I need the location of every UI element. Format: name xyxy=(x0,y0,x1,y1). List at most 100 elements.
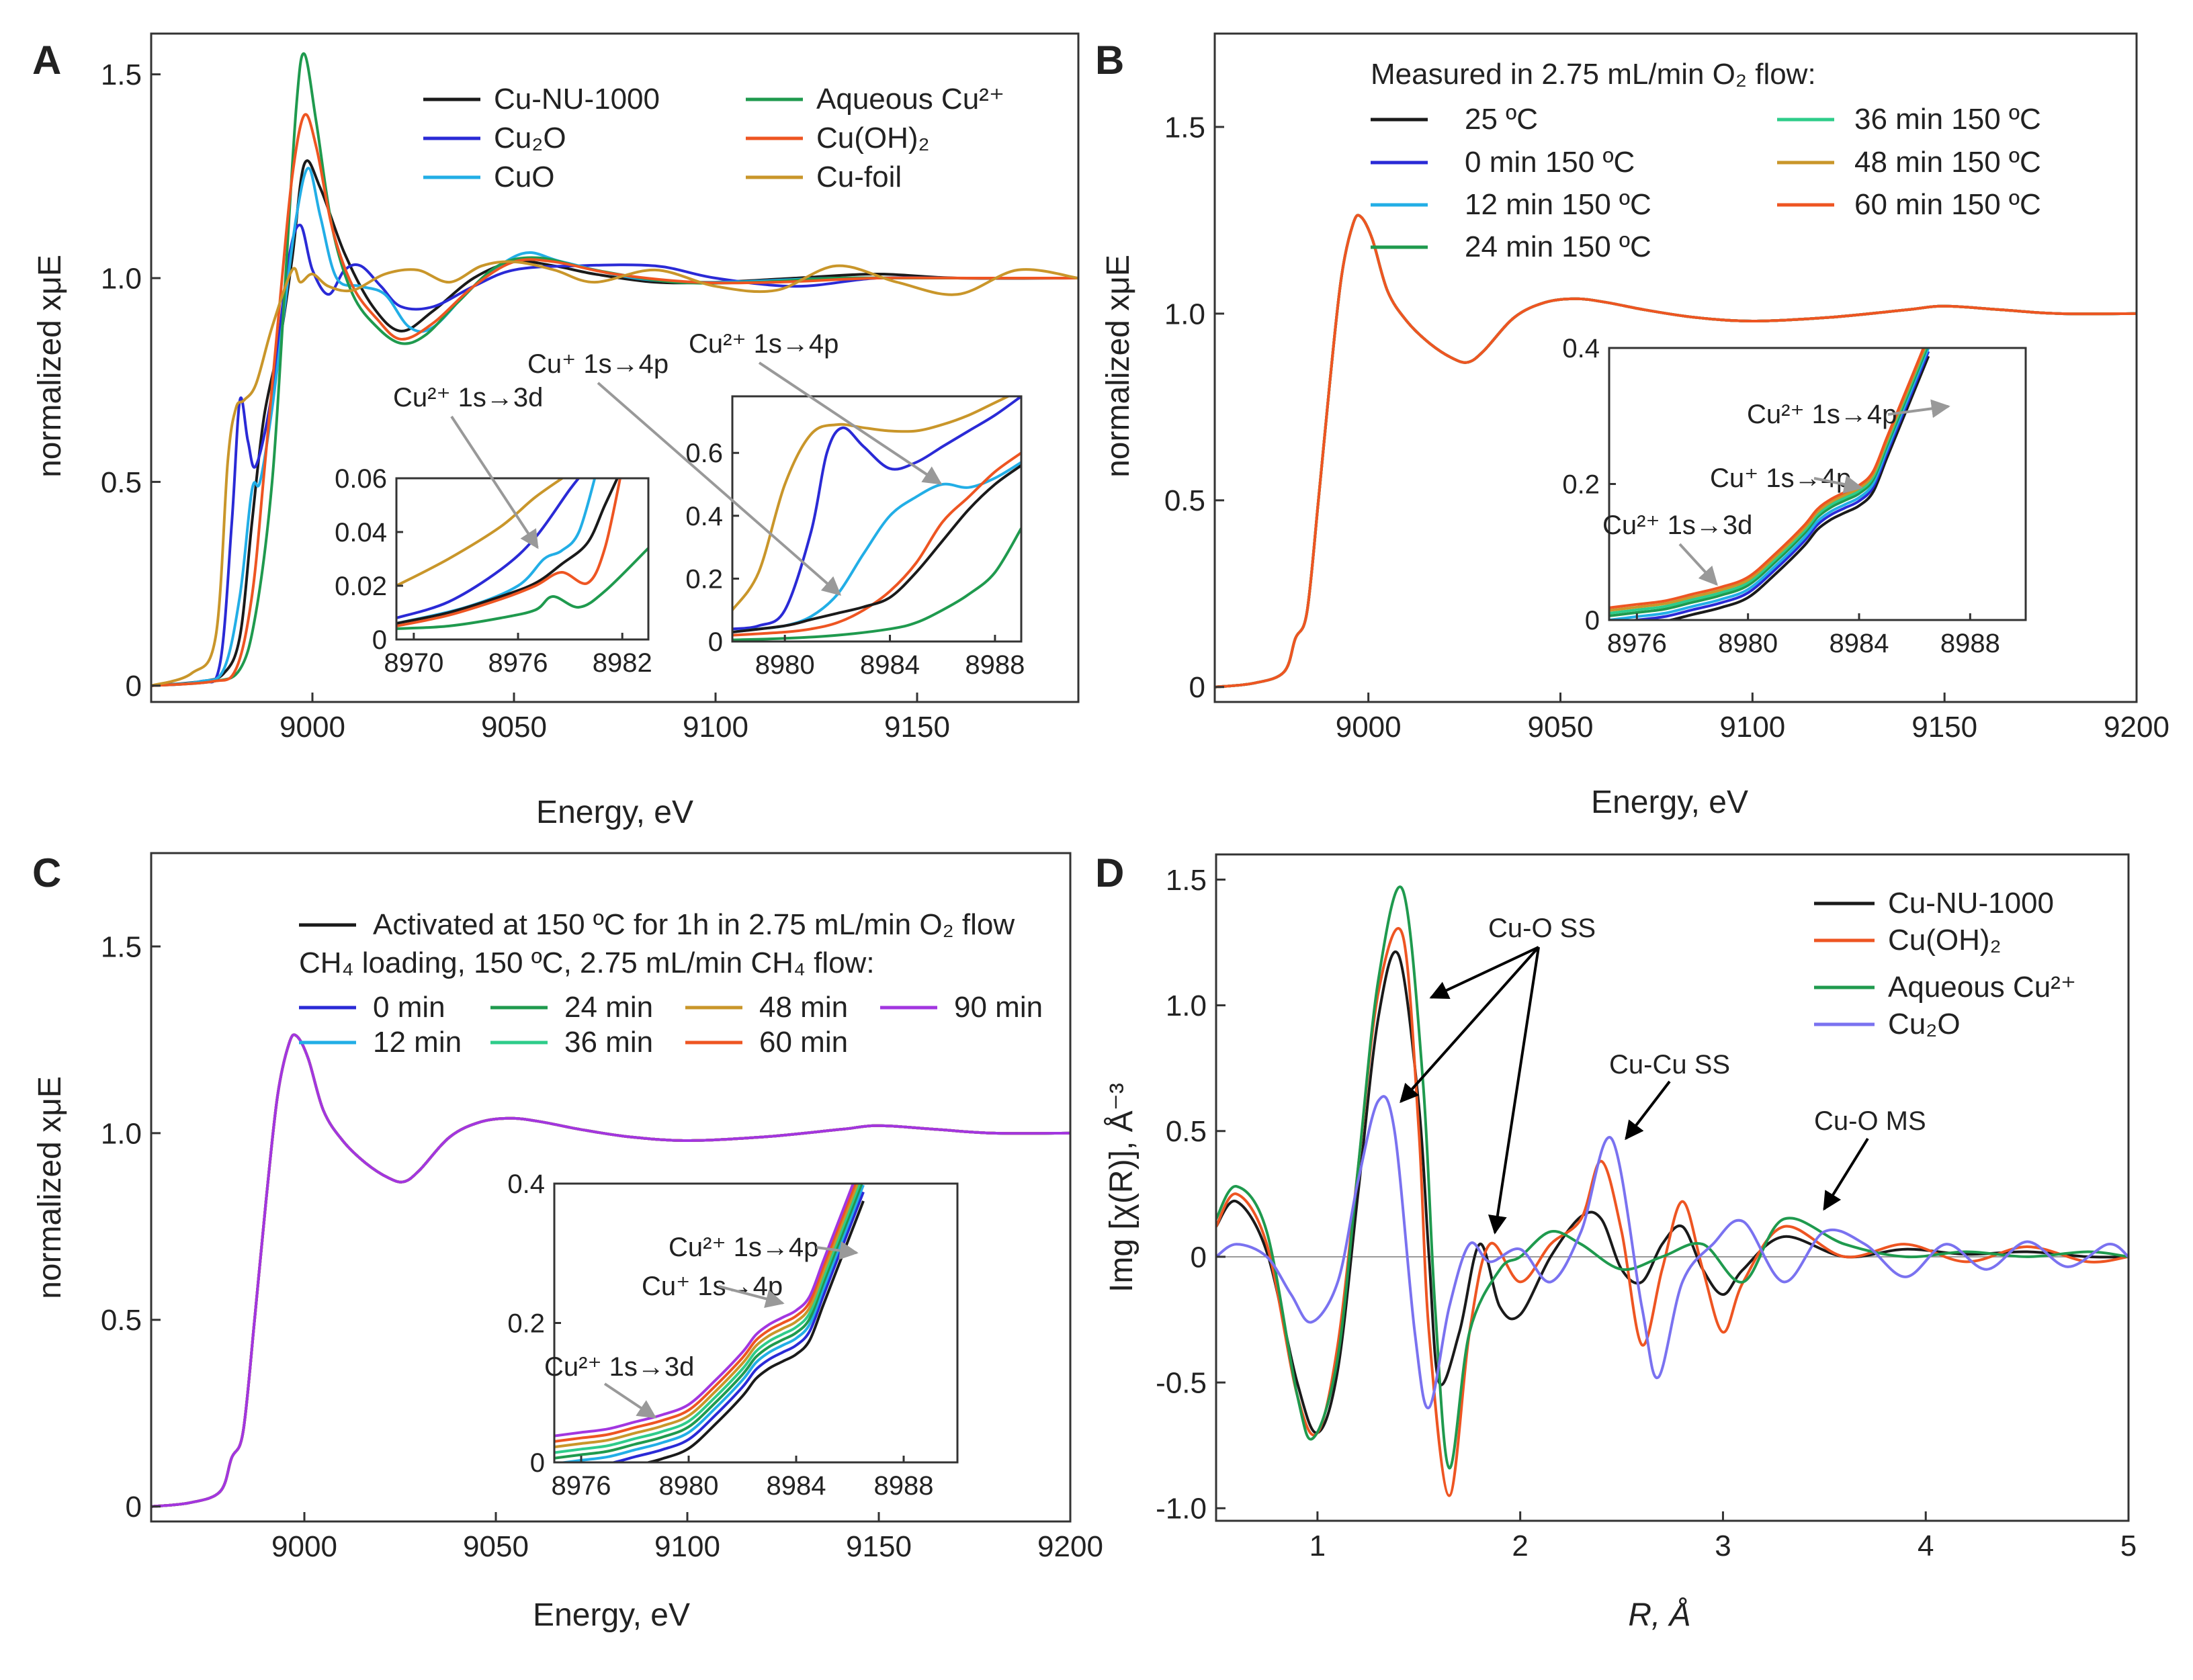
panel-b-annotations: Cu²⁺ 1s→3d Cu⁺ 1s→4p Cu²⁺ 1s→4p xyxy=(1602,399,1950,586)
annotation-arrow xyxy=(816,1241,859,1260)
annotation-cu2-1s4p: Cu²⁺ 1s→4p xyxy=(1747,400,1897,429)
y-tick-label: 0.4 xyxy=(1562,334,1600,363)
y-tick-label: 1.0 xyxy=(1166,989,1207,1022)
y-tick-label: 1.5 xyxy=(101,58,142,91)
x-tick-label: 8980 xyxy=(659,1471,719,1501)
x-tick-label: 9150 xyxy=(884,711,950,744)
plot-background xyxy=(1609,348,2026,620)
legend-label: 48 min 150 ºC xyxy=(1854,146,2041,179)
series-line xyxy=(554,1184,857,1443)
panel-a-letter: A xyxy=(32,38,61,83)
y-tick-label: 1.5 xyxy=(1164,111,1205,144)
plot-d: 1 2 3 4 5 -1.0 -0.5 0 0.5 1.0 1.5 xyxy=(1156,853,2137,1562)
series-line xyxy=(732,527,1021,642)
annotation-arrow xyxy=(1823,1137,1869,1211)
y-tick-label: 0.2 xyxy=(685,564,723,594)
series-line xyxy=(732,396,1021,631)
annotation-cu2-1s3d: Cu²⁺ 1s→3d xyxy=(393,383,543,412)
panel-b-legend-title: Measured in 2.75 mL/min O₂ flow: xyxy=(1371,58,1816,91)
series-line xyxy=(1609,348,1930,620)
y-tick-label: 0.06 xyxy=(335,464,387,494)
annotation-cu2-1s4p: Cu²⁺ 1s→4p xyxy=(669,1233,818,1262)
series-line xyxy=(151,1033,1070,1508)
plot-frame xyxy=(150,852,1072,1523)
y-tick-label: 0 xyxy=(1191,1241,1207,1274)
panel-c-ylabel: normalized xμE xyxy=(32,1076,68,1299)
panel-c-legend: Activated at 150 ºC for 1h in 2.75 mL/mi… xyxy=(299,908,1043,1059)
legend-label: Aqueous Cu²⁺ xyxy=(816,83,1004,116)
legend-label: Activated at 150 ºC for 1h in 2.75 mL/mi… xyxy=(373,908,1015,941)
series-line xyxy=(396,478,622,627)
series-line xyxy=(1216,885,2128,1470)
legend-label: 25 ºC xyxy=(1465,103,1538,136)
x-tick-label: 9150 xyxy=(846,1530,912,1563)
y-tick-label: -0.5 xyxy=(1156,1367,1207,1400)
series-line xyxy=(643,1200,865,1462)
annotation-cu2-1s3d: Cu²⁺ 1s→3d xyxy=(544,1352,694,1382)
series-line xyxy=(554,1184,859,1449)
annotation-arrow xyxy=(758,361,943,485)
legend-label: 48 min xyxy=(759,991,848,1024)
y-tick-label: 0 xyxy=(372,625,387,655)
legend-label: Cu(OH)₂ xyxy=(816,122,930,154)
y-tick-label: 0.4 xyxy=(507,1169,545,1199)
series-line xyxy=(554,1184,865,1462)
x-tick-label: 9050 xyxy=(1528,711,1594,744)
x-tick-label: 5 xyxy=(2120,1530,2137,1562)
x-tick-label: 9100 xyxy=(654,1530,720,1563)
annotation-arrow xyxy=(718,1285,785,1309)
inset-c1: 8976 8980 8984 8988 0 0.2 0.4 xyxy=(507,1169,959,1501)
panel-a-xlabel: Energy, eV xyxy=(536,795,693,830)
plot-frame xyxy=(731,395,1023,643)
panel-b-ylabel: normalized xμE xyxy=(1101,255,1136,478)
legend-label: 24 min 150 ºC xyxy=(1465,230,1651,263)
x-tick-label: 3 xyxy=(1715,1530,1731,1562)
y-tick-label: 1.0 xyxy=(101,262,142,295)
y-tick-label: 0 xyxy=(708,627,723,657)
legend-label: 12 min 150 ºC xyxy=(1465,188,1651,221)
plot-a: 9000 9050 9100 9150 0 0.5 1.0 1.5 xyxy=(101,32,1080,744)
plot-b: 9000 9050 9100 9150 9200 0 0.5 1.0 1.5 xyxy=(1164,32,2169,744)
panel-a-legend: Cu-NU-1000 Cu₂O CuO Aqueous Cu²⁺ Cu(OH)₂… xyxy=(423,83,1004,193)
x-tick-label: 1 xyxy=(1309,1530,1326,1562)
legend-label: 36 min xyxy=(564,1026,653,1059)
plot-frame xyxy=(1213,32,2138,703)
x-tick-label: 9150 xyxy=(1911,711,1977,744)
x-tick-label: 9100 xyxy=(683,711,748,744)
x-tick-label: 8988 xyxy=(965,650,1025,680)
legend-label: 60 min 150 ºC xyxy=(1854,188,2041,221)
panel-a-ylabel: normalized xμE xyxy=(32,255,68,478)
plot-frame xyxy=(1215,853,2130,1522)
x-tick-label: 9200 xyxy=(1037,1530,1103,1563)
series-line xyxy=(151,113,1078,687)
annotation-cu2-1s3d: Cu²⁺ 1s→3d xyxy=(1602,511,1752,540)
series-line xyxy=(732,396,1012,611)
series-group xyxy=(1216,885,2128,1497)
annotation-cu2-1s4p: Cu²⁺ 1s→4p xyxy=(689,329,838,359)
y-tick-label: 0.04 xyxy=(335,518,387,547)
legend-label: 90 min xyxy=(954,991,1043,1024)
y-tick-label: 0.5 xyxy=(101,1304,142,1337)
legend-label: 60 min xyxy=(759,1026,848,1059)
x-tick-label: 8970 xyxy=(384,648,443,678)
series-group xyxy=(151,1033,1070,1508)
y-tick-label: 1.0 xyxy=(1164,298,1205,330)
x-tick-label: 8988 xyxy=(874,1471,934,1501)
legend-label: Cu(OH)₂ xyxy=(1888,924,2002,957)
y-tick-label: 0.2 xyxy=(507,1309,545,1339)
series-line xyxy=(1609,348,1926,609)
annotation-arrow xyxy=(450,415,539,549)
annotation-cu1-1s4p: Cu⁺ 1s→4p xyxy=(527,349,669,379)
series-line xyxy=(1215,214,2137,689)
x-tick-label: 2 xyxy=(1512,1530,1528,1562)
legend-label: 36 min 150 ºC xyxy=(1854,103,2041,136)
y-tick-label: 1.0 xyxy=(101,1117,142,1150)
legend-label: Cu₂O xyxy=(1888,1008,1961,1041)
x-tick-label: 9200 xyxy=(2104,711,2169,744)
panel-b-letter: B xyxy=(1095,38,1124,83)
y-tick-label: 0 xyxy=(126,670,142,703)
legend-label: CuO xyxy=(494,161,554,193)
x-tick-label: 8980 xyxy=(755,650,815,680)
x-tick-label: 9000 xyxy=(280,711,345,744)
